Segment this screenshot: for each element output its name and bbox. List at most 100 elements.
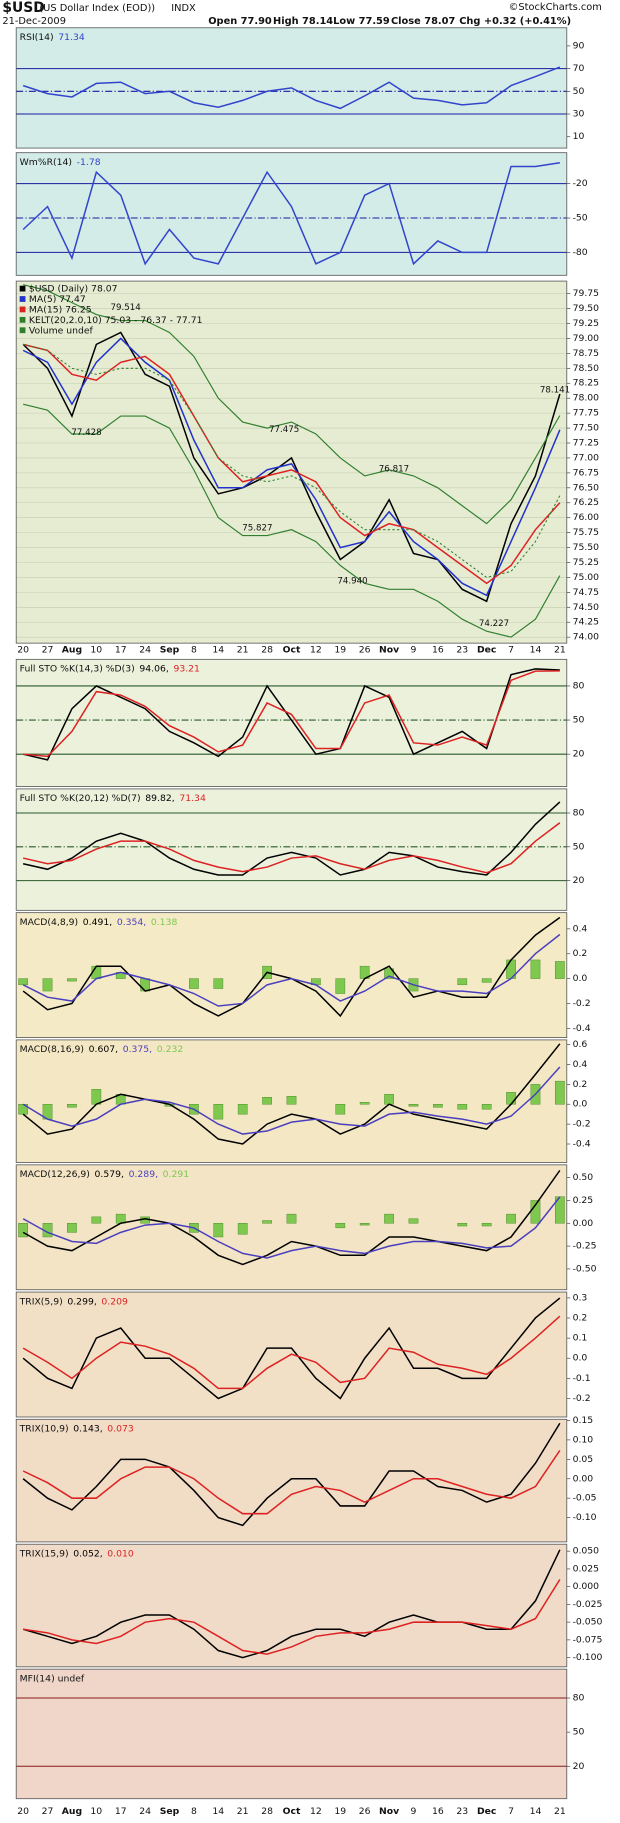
panel-border <box>15 1291 568 1418</box>
y-tick-label: 70 <box>573 63 585 74</box>
y-tick-label: 0.4 <box>573 1059 588 1070</box>
histogram-bar <box>408 1218 419 1224</box>
histogram-bar <box>189 978 199 989</box>
x-tick-label: 23 <box>456 1806 468 1817</box>
histogram-bar <box>213 1223 224 1238</box>
panel-title: Wm%R(14) -1.78 <box>20 156 101 167</box>
y-tick-label: 77.25 <box>573 437 600 448</box>
panel-background <box>16 659 567 787</box>
y-tick-label: 74.75 <box>573 587 600 598</box>
series-line <box>22 1043 561 1145</box>
y-tick-label: 76.25 <box>573 497 600 508</box>
series-line <box>22 933 561 1007</box>
x-tick-label: 21 <box>554 645 566 656</box>
y-tick-label: 74.25 <box>573 617 600 628</box>
y-tick-label: 20 <box>573 875 585 886</box>
panel-title: MACD(4,8,9) 0.491, 0.354, 0.138 <box>20 916 178 927</box>
histogram-bar <box>213 1104 224 1120</box>
series-line <box>22 331 561 603</box>
histogram-bar <box>237 1223 248 1235</box>
panel-title-text: MACD(4,8,9) <box>20 916 78 927</box>
panel-title-text: MACD(12,26,9) <box>20 1169 90 1180</box>
series-value-label: 0.289, <box>129 1169 158 1180</box>
histogram-bar <box>384 1094 394 1105</box>
histogram-bar <box>384 1213 394 1224</box>
series-line <box>22 1549 561 1659</box>
x-tick-label: 16 <box>432 1806 444 1817</box>
x-tick-label: Aug <box>62 645 82 656</box>
histogram-bar <box>554 1196 565 1224</box>
series-line <box>22 1297 561 1400</box>
y-tick-label: 0.2 <box>573 948 588 959</box>
y-tick-label: 0.1 <box>573 1333 588 1344</box>
band-upper <box>22 284 561 525</box>
histogram-bar <box>67 1104 77 1108</box>
y-tick-label: 80 <box>573 807 585 818</box>
y-tick-label: 0.25 <box>573 1195 594 1206</box>
y-tick-label: 0.00 <box>573 1473 594 1484</box>
x-tick-label: 8 <box>191 645 197 656</box>
legend-swatch <box>19 296 26 302</box>
legend-entry: $USD (Daily) 78.07 <box>29 284 118 295</box>
histogram-bar <box>506 1213 516 1224</box>
y-tick-label: 0.0 <box>573 1099 588 1110</box>
histogram-bar <box>554 961 565 979</box>
x-tick-label: 14 <box>530 1806 542 1817</box>
y-tick-label: 90 <box>573 40 585 51</box>
panel-background <box>16 152 567 276</box>
y-tick-label: -0.2 <box>573 998 591 1009</box>
panel-background <box>16 1164 567 1290</box>
x-tick-label: Dec <box>477 645 496 656</box>
y-tick-label: 77.75 <box>573 408 600 419</box>
histogram-bar <box>530 959 541 979</box>
panel-title: TRIX(15,9) 0.052, 0.010 <box>19 1548 134 1559</box>
y-tick-label: 77.50 <box>573 423 600 434</box>
series-line <box>22 343 561 585</box>
price-annotation: 78.141 <box>540 385 570 395</box>
series-line <box>22 337 561 597</box>
histogram-bar <box>481 978 492 983</box>
panel-title-text: Full STO %K(14,3) %D(3) <box>20 663 135 674</box>
panel-background <box>16 788 567 911</box>
y-tick-label: 75.50 <box>573 542 600 553</box>
legend-swatch <box>19 327 26 334</box>
x-tick-label: 26 <box>359 645 371 656</box>
panel-title-text: Wm%R(14) <box>20 156 72 167</box>
series-value-label: 0.354, <box>117 916 146 927</box>
x-tick-label: 24 <box>139 645 151 656</box>
series-value-label: 0.291 <box>163 1169 190 1180</box>
y-tick-label: -0.050 <box>573 1617 603 1628</box>
series-line <box>23 1579 561 1655</box>
histogram-bar <box>262 1220 272 1224</box>
x-tick-label: 28 <box>261 645 273 656</box>
histogram-bar <box>140 978 150 992</box>
histogram-bar <box>18 978 28 986</box>
x-tick-label: Sep <box>160 1806 180 1817</box>
legend-swatch <box>19 285 26 292</box>
series-value-label: 0.073 <box>107 1423 134 1434</box>
x-tick-label: 24 <box>139 1806 151 1817</box>
y-tick-label: 0.3 <box>573 1292 588 1303</box>
y-tick-label: 74.50 <box>573 602 600 613</box>
price-annotation: 74.940 <box>337 577 367 587</box>
y-tick-label: 0.000 <box>573 1581 600 1592</box>
series-value-label: 0.143, <box>73 1423 102 1434</box>
y-tick-label: 0.2 <box>573 1313 588 1324</box>
x-tick-label: Oct <box>283 1806 301 1817</box>
panel-background <box>16 1544 567 1667</box>
y-tick-label: -0.25 <box>573 1241 597 1252</box>
legend-entry: KELT(20,2.0,10) 75.03 - 76.37 - 77.71 <box>29 315 203 326</box>
price-annotation: 74.227 <box>479 619 509 629</box>
y-tick-label: 0.6 <box>573 1039 588 1050</box>
x-tick-label: 28 <box>261 1806 273 1817</box>
price-annotation: 77.428 <box>71 428 101 438</box>
band-middle <box>23 343 561 579</box>
histogram-bar <box>335 1223 346 1229</box>
y-tick-label: 10 <box>573 131 585 142</box>
histogram-bar <box>42 978 53 992</box>
series-value-label: 94.06, <box>139 663 168 674</box>
series-value-label: 93.21 <box>173 663 200 674</box>
x-tick-label: 20 <box>17 645 29 656</box>
low: Low 77.59 <box>333 16 390 27</box>
